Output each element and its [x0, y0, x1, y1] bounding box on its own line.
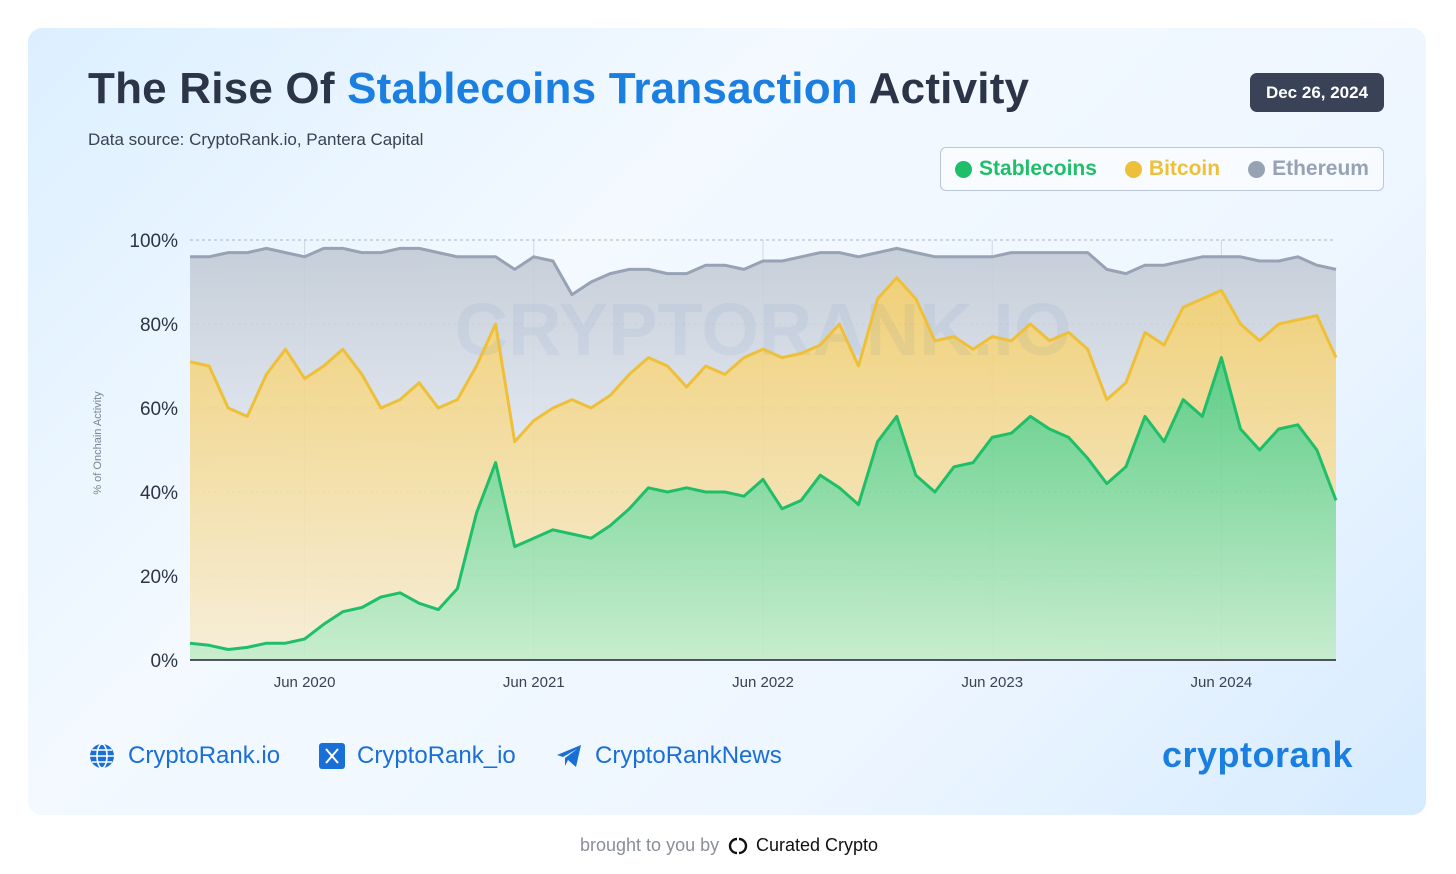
- legend-label: Bitcoin: [1148, 157, 1221, 180]
- area-stablecoins: [190, 357, 1336, 660]
- watermark: CRYPTORANK.IO: [455, 288, 1072, 371]
- y-tick-label: 0%: [151, 651, 179, 672]
- legend-label: Ethereum: [1272, 157, 1369, 180]
- x-tick-label: Jun 2024: [1191, 674, 1253, 691]
- globe-icon: [90, 743, 114, 769]
- sponsor: Curated Crypto: [726, 835, 878, 856]
- y-tick-label: 20%: [140, 567, 178, 588]
- line-ethereum: [190, 246, 1337, 297]
- legend-item: Ethereum: [1248, 157, 1369, 181]
- x-icon: [319, 743, 345, 769]
- telegram-icon: [557, 745, 581, 767]
- line-bitcoin: [189, 276, 1338, 444]
- sponsor-icon: [728, 837, 748, 854]
- x-tick-label: Jun 2023: [961, 674, 1023, 691]
- telegram-link[interactable]: CryptoRankNews: [555, 742, 782, 770]
- x-tick-label: Jun 2020: [274, 674, 336, 691]
- legend-dot: [955, 160, 973, 178]
- site-link[interactable]: CryptoRank.io: [88, 742, 280, 770]
- legend-label: Stablecoins: [979, 157, 1097, 180]
- y-tick-label: 100%: [129, 231, 178, 252]
- date-badge: Dec 26, 2024: [1250, 73, 1384, 112]
- y-tick-label: 80%: [140, 315, 178, 336]
- legend-dot: [1124, 160, 1142, 178]
- subtitle: Data source: CryptoRank.io, Pantera Capi…: [88, 130, 424, 149]
- title-end: Activity: [857, 64, 1030, 113]
- legend-item: Stablecoins: [955, 157, 1097, 181]
- area-bitcoin: [190, 277, 1336, 650]
- x-handle: CryptoRank_io: [357, 742, 516, 769]
- site: CryptoRank.io: [128, 742, 281, 769]
- date: Dec 26, 2024: [1265, 82, 1369, 102]
- title: The Rise Of Stablecoins Transaction Acti…: [88, 64, 1029, 114]
- x-link[interactable]: CryptoRank_io: [319, 742, 516, 770]
- title-start: The Rise Of: [88, 64, 348, 113]
- x-tick-label: Jun 2022: [732, 674, 794, 691]
- logo: cryptorank: [1162, 734, 1354, 775]
- legend-dot: [1248, 160, 1266, 178]
- sponsor-name: Curated Crypto: [756, 835, 879, 855]
- line-stablecoins: [189, 356, 1338, 651]
- legend-item: Bitcoin: [1124, 157, 1221, 181]
- area-ethereum: [190, 248, 1336, 442]
- x-tick-label: Jun 2021: [503, 674, 565, 691]
- y-axis-label: % of Onchain Activity: [92, 391, 104, 495]
- title-highlight: Stablecoins Transaction: [347, 64, 858, 113]
- y-tick-label: 60%: [140, 399, 178, 420]
- brought-by: brought to you by: [580, 835, 720, 855]
- y-tick-label: 40%: [140, 483, 178, 504]
- telegram: CryptoRankNews: [595, 742, 782, 769]
- legend: Stablecoins Bitcoin Ethereum: [940, 147, 1384, 191]
